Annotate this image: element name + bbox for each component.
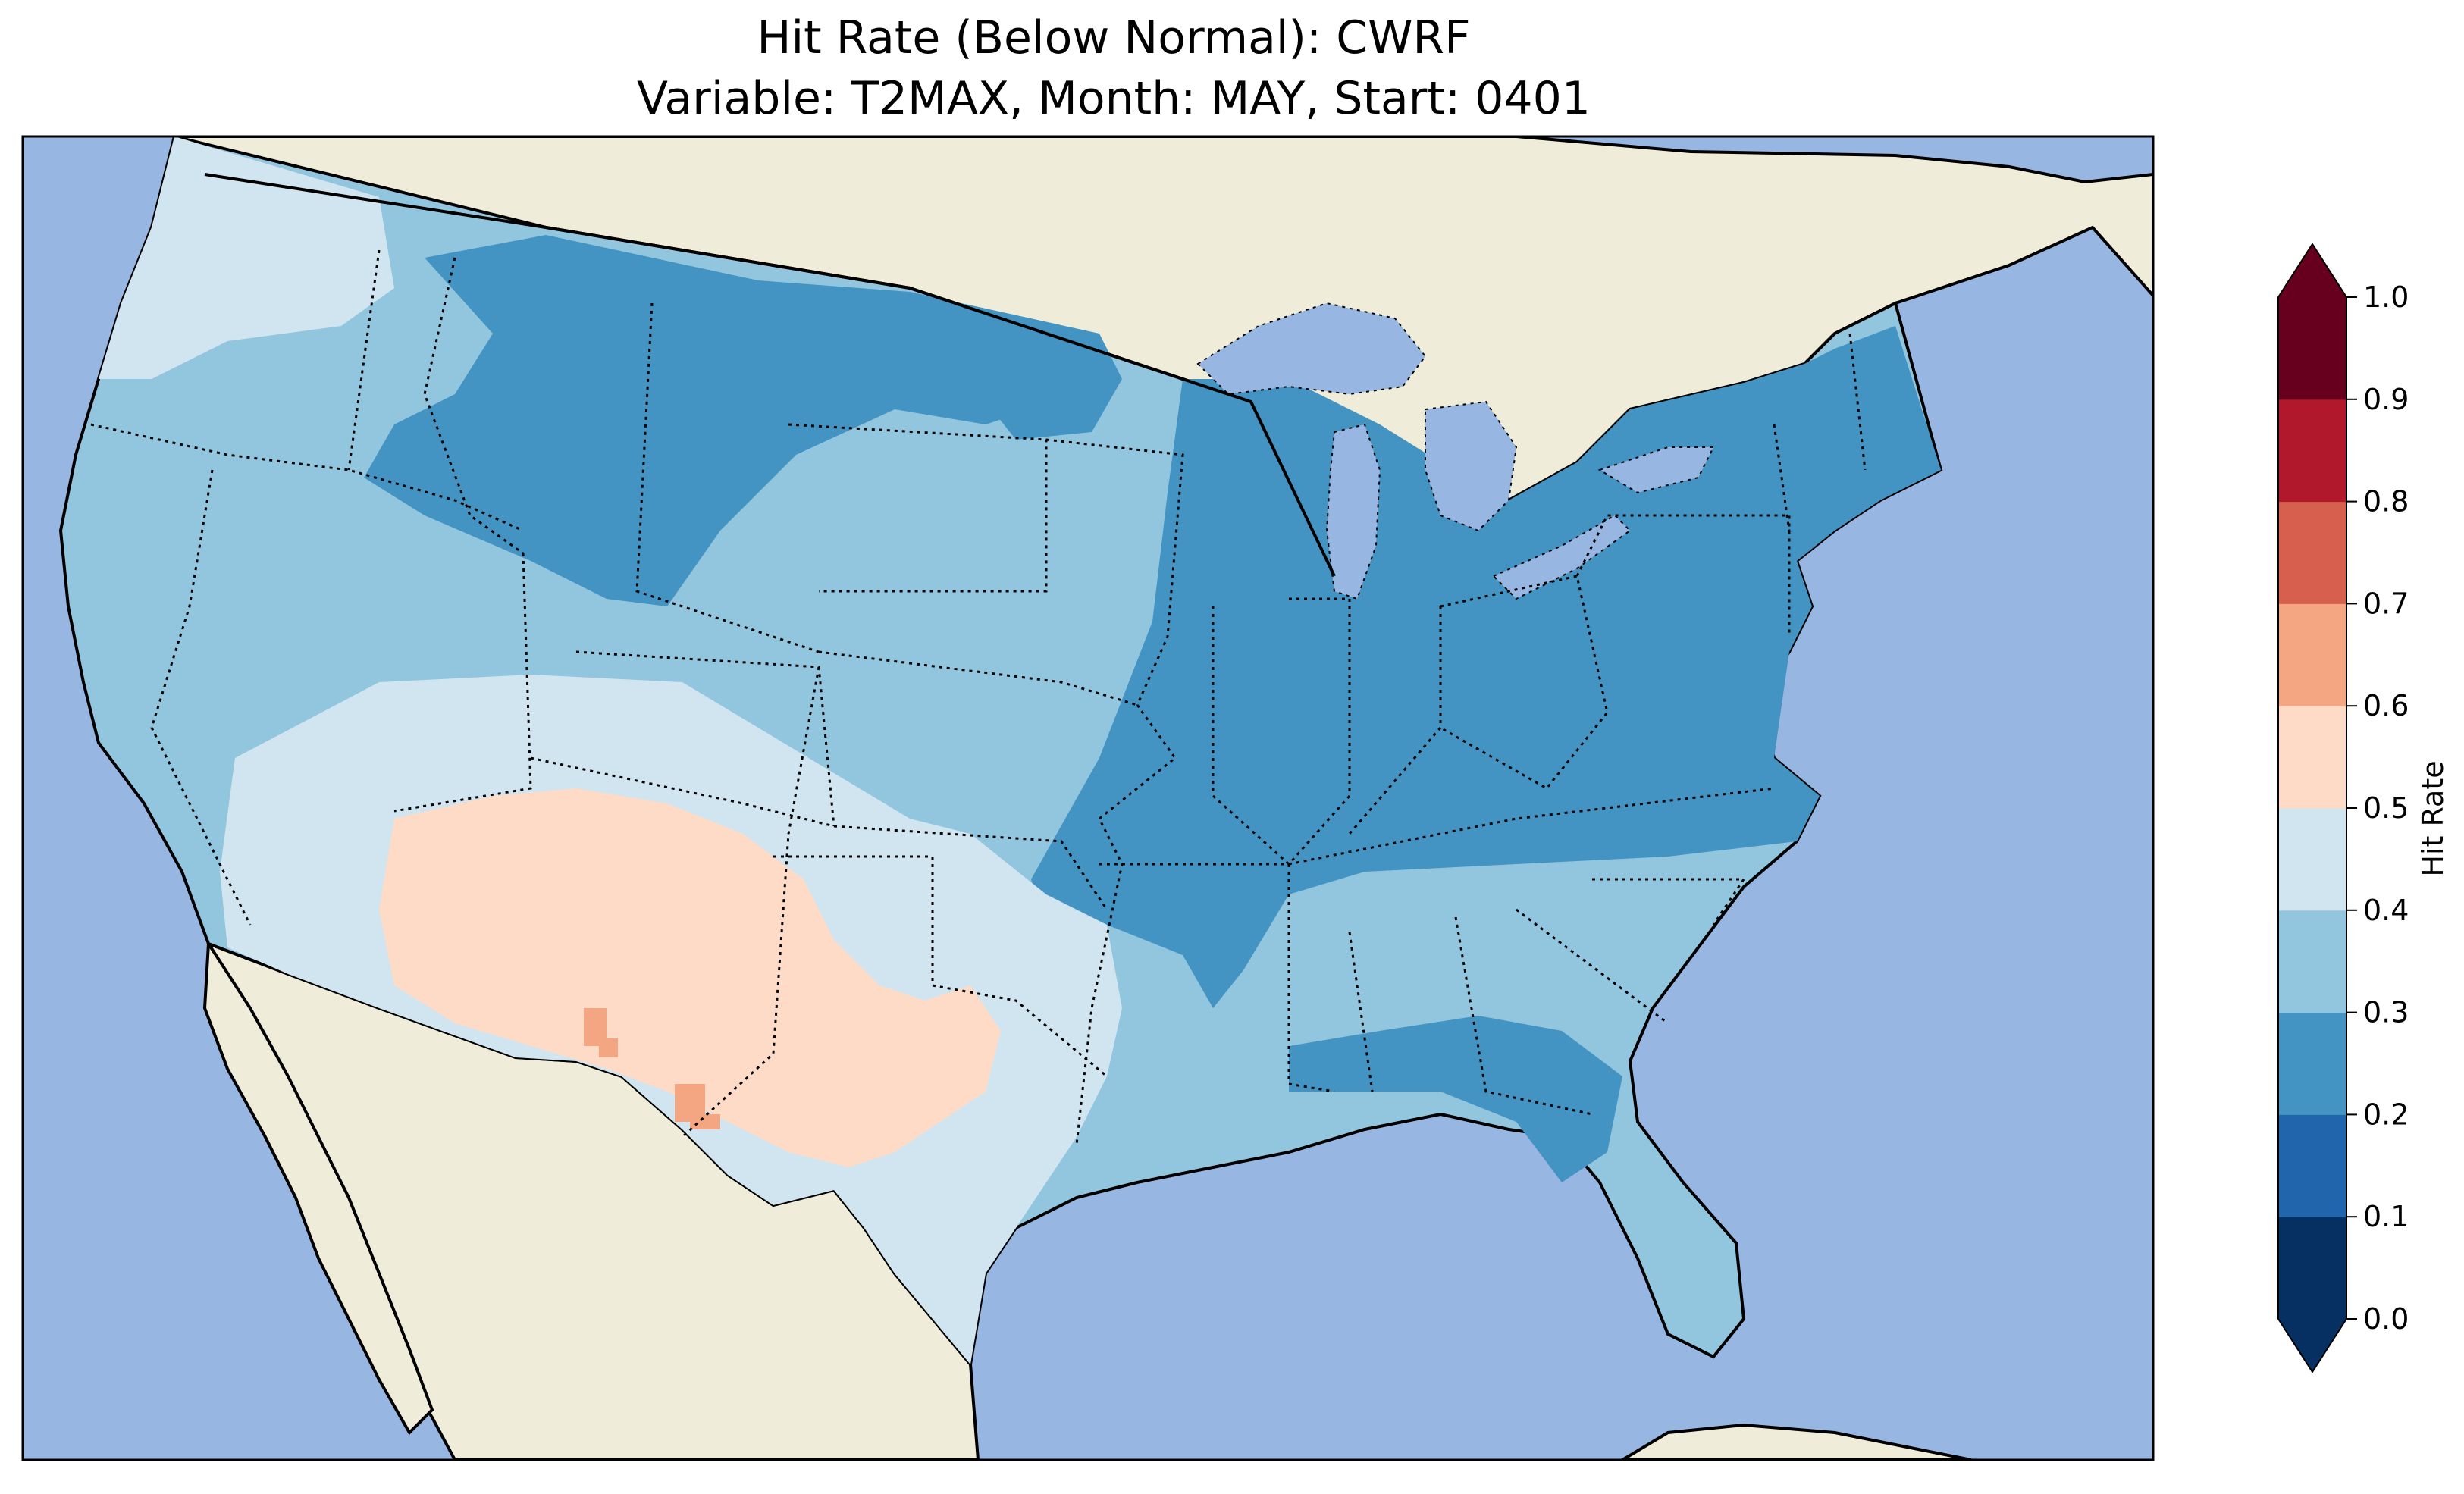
colorbar-bin	[2278, 910, 2346, 1013]
colorbar-bin	[2278, 297, 2346, 400]
colorbar-tick-label: 1.0	[2363, 280, 2409, 314]
colorbar-bins	[2277, 243, 2347, 1373]
colorbar-bin	[2278, 1114, 2346, 1217]
colorbar-bin	[2278, 706, 2346, 809]
us-canada-border	[204, 173, 1336, 577]
colorbar-tick-label: 0.9	[2363, 383, 2409, 416]
title-line-1: Hit Rate (Below Normal): CWRF	[757, 11, 1470, 64]
map-frame	[21, 135, 2155, 1461]
region-hotspot-az-nm	[584, 1008, 618, 1057]
lake-huron	[1425, 400, 1518, 532]
colorbar-label: Hit Rate	[2416, 760, 2450, 876]
baja-land	[202, 938, 434, 1436]
lake-erie	[1492, 514, 1632, 600]
colorbar-tick-label: 0.6	[2363, 689, 2409, 722]
region-northern-rockies	[364, 235, 1099, 606]
colorbar-ticks: 0.0 0.1 0.2 0.3 0.4 0.5 0.6 0.7 0.8 0.9 1.0	[2346, 280, 2409, 1336]
colorbar-extend-max	[2278, 244, 2346, 297]
colorbar-tick-label: 0.4	[2363, 894, 2409, 927]
lake-ontario	[1597, 446, 1715, 494]
lake-michigan	[1325, 423, 1381, 600]
colorbar-bin	[2278, 603, 2346, 706]
region-hotspot-tx	[675, 1084, 720, 1129]
colorbar-tick-label: 0.2	[2363, 1098, 2409, 1131]
colorbar-bin	[2278, 808, 2346, 911]
colorbar-tick-label: 0.8	[2363, 485, 2409, 518]
colorbar-bin	[2278, 399, 2346, 503]
region-se-gulf-patch	[1289, 1016, 1622, 1182]
colorbar: 0.0 0.1 0.2 0.3 0.4 0.5 0.6 0.7 0.8 0.9 1.0 Hit Ra…	[2277, 243, 2450, 1373]
colorbar-tick-label: 0.7	[2363, 587, 2409, 620]
region-dakota-patch	[986, 334, 1122, 440]
cuba-land	[1619, 1423, 1972, 1460]
colorbar-tick-label: 0.3	[2363, 996, 2409, 1029]
colorbar-bin	[2278, 1012, 2346, 1115]
map-panel	[23, 136, 2153, 1460]
title-line-2: Variable: T2MAX, Month: MAY, Start: 0401	[637, 72, 1591, 125]
colorbar-tick-label: 0.0	[2363, 1302, 2409, 1336]
state-borders	[90, 249, 1867, 1145]
colorbar-bin	[2278, 501, 2346, 604]
colorbar-tick-label: 0.1	[2363, 1200, 2409, 1233]
lake-superior	[1196, 302, 1427, 396]
colorbar-bin	[2278, 1217, 2346, 1320]
colorbar-extend-min	[2278, 1319, 2346, 1372]
region-southwest-warm	[379, 788, 1001, 1167]
region-pnw-coast	[99, 136, 394, 379]
colorbar-tick-label: 0.5	[2363, 791, 2409, 825]
